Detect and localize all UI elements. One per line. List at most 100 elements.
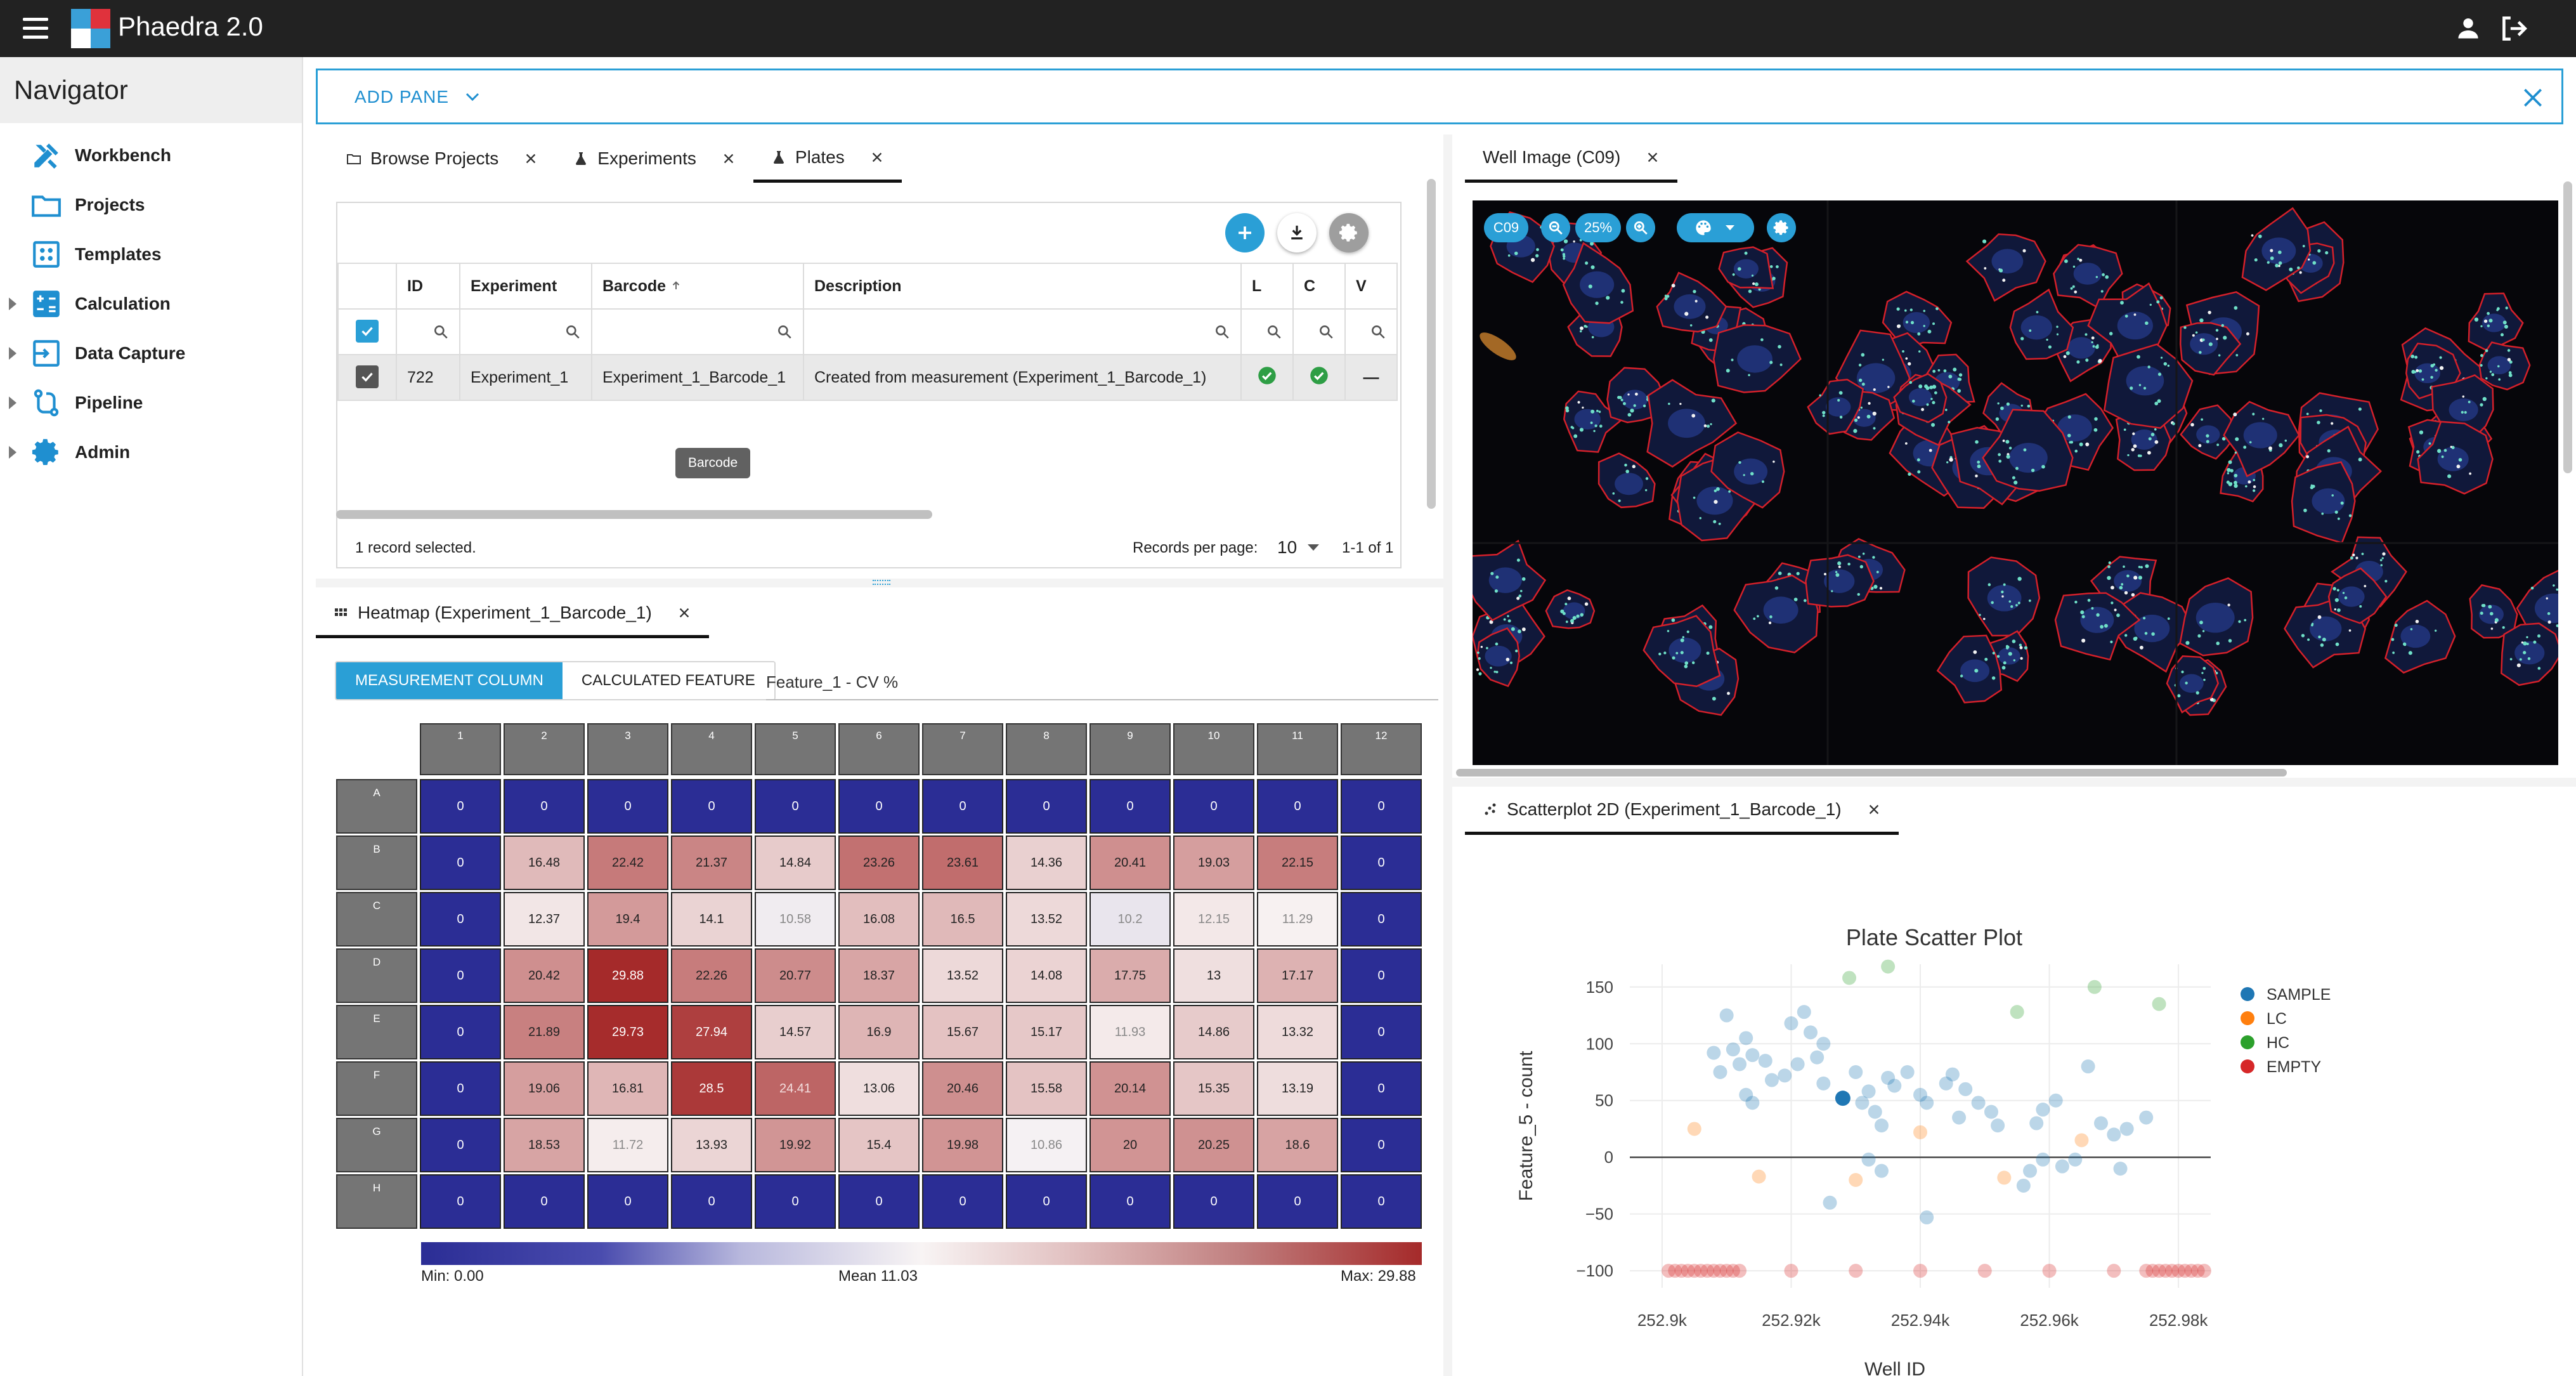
data-point[interactable] (1977, 1264, 1992, 1278)
plate-well[interactable]: 0 (838, 1174, 920, 1229)
plate-well[interactable]: 0 (420, 835, 501, 890)
data-point[interactable] (1861, 1084, 1876, 1099)
plate-column-header[interactable]: 12 (1341, 723, 1422, 775)
tab-browse-projects[interactable]: Browse Projects (329, 134, 556, 183)
filter-v[interactable] (1344, 308, 1398, 355)
filter-description[interactable] (803, 308, 1242, 355)
data-point[interactable] (1693, 1264, 1708, 1278)
plate-column-header[interactable]: 3 (587, 723, 668, 775)
plate-row-header[interactable]: C (336, 892, 417, 947)
plate-well[interactable]: 0 (671, 779, 752, 834)
plate-well[interactable]: 21.37 (671, 835, 752, 890)
data-point[interactable] (1849, 1264, 1863, 1278)
data-point[interactable] (2184, 1264, 2199, 1278)
plate-well[interactable]: 0 (420, 779, 501, 834)
plate-row-header[interactable]: G (336, 1118, 417, 1172)
data-point[interactable] (2016, 1178, 2031, 1193)
plate-well[interactable]: 0 (1257, 1174, 1338, 1229)
data-point[interactable] (2145, 1264, 2160, 1278)
data-point[interactable] (1952, 1110, 1967, 1125)
data-point[interactable] (1719, 1008, 1734, 1023)
plate-well[interactable]: 0 (587, 779, 668, 834)
plate-well[interactable]: 0 (504, 779, 585, 834)
plate-well[interactable]: 0 (1257, 779, 1338, 834)
data-point[interactable] (1913, 1087, 1927, 1102)
plate-well[interactable]: 10.2 (1090, 892, 1171, 947)
pane-splitter[interactable] (316, 579, 1443, 587)
plate-well[interactable]: 24.41 (755, 1061, 836, 1116)
data-point[interactable] (2048, 1093, 2063, 1108)
data-point[interactable] (1700, 1264, 1715, 1278)
data-point[interactable] (1803, 1025, 1818, 1040)
plate-well[interactable]: 15.4 (838, 1118, 920, 1172)
data-point[interactable] (1687, 1264, 1701, 1278)
close-icon[interactable] (2521, 86, 2545, 110)
tab-well-image[interactable]: Well Image (C09) (1465, 134, 1678, 183)
data-point[interactable] (1752, 1169, 1766, 1184)
plate-well[interactable]: 0 (420, 892, 501, 947)
data-point[interactable] (1991, 1118, 2005, 1133)
plate-well[interactable]: 20.46 (922, 1061, 1003, 1116)
plates-horizontal-scrollbar[interactable] (336, 510, 932, 519)
plate-well[interactable]: 14.36 (1006, 835, 1087, 890)
plate-well[interactable]: 13.52 (1006, 892, 1087, 947)
data-point[interactable] (1681, 1264, 1695, 1278)
data-point[interactable] (1810, 1050, 1825, 1065)
download-button[interactable] (1277, 213, 1317, 252)
data-point[interactable] (2055, 1159, 2069, 1174)
column-header-barcode[interactable]: Barcode (591, 263, 804, 310)
scatter-chart[interactable]: 252.9k 252.92k 252.94k 252.96k 252.98k 150 100… (1452, 844, 2576, 1376)
plate-well[interactable]: 0 (1341, 892, 1422, 947)
plate-well[interactable]: 0 (1341, 1174, 1422, 1229)
grid-settings-button[interactable] (1329, 213, 1369, 252)
data-point[interactable] (2190, 1264, 2205, 1278)
plate-well[interactable]: 19.92 (755, 1118, 836, 1172)
plate-row-header[interactable]: E (336, 1005, 417, 1059)
plate-well[interactable]: 16.9 (838, 1005, 920, 1059)
nav-item-data-capture[interactable]: Data Capture (0, 329, 302, 378)
data-point[interactable] (1913, 1264, 1927, 1278)
tab-heatmap[interactable]: Heatmap (Experiment_1_Barcode_1) (316, 590, 709, 638)
plate-well[interactable]: 14.1 (671, 892, 752, 947)
data-point[interactable] (2152, 1264, 2166, 1278)
data-point[interactable] (1913, 1125, 1927, 1139)
data-point[interactable] (2107, 1127, 2121, 1142)
plate-well[interactable]: 18.53 (504, 1118, 585, 1172)
data-point[interactable] (1713, 1264, 1727, 1278)
plate-well[interactable]: 16.08 (838, 892, 920, 947)
plate-well[interactable]: 22.15 (1257, 835, 1338, 890)
plate-well[interactable]: 14.86 (1173, 1005, 1254, 1059)
plate-column-header[interactable]: 4 (671, 723, 752, 775)
plate-well[interactable]: 0 (671, 1174, 752, 1229)
plate-well[interactable]: 0 (1341, 1118, 1422, 1172)
plate-well[interactable]: 16.81 (587, 1061, 668, 1116)
plate-well[interactable]: 0 (1173, 779, 1254, 834)
legend-entry[interactable]: SAMPLE (2267, 986, 2331, 1004)
user-icon[interactable] (2454, 14, 2482, 42)
data-point[interactable] (2036, 1152, 2050, 1167)
data-point[interactable] (1874, 1163, 1889, 1178)
plate-well[interactable]: 20.42 (504, 948, 585, 1003)
plate-row-header[interactable]: B (336, 835, 417, 890)
column-header-v[interactable]: V (1344, 263, 1398, 310)
plate-well[interactable]: 17.17 (1257, 948, 1338, 1003)
pane-splitter[interactable] (1452, 778, 2576, 787)
nav-item-templates[interactable]: Templates (0, 230, 302, 279)
plate-column-header[interactable]: 6 (838, 723, 920, 775)
records-per-page-select[interactable]: 10 (1277, 537, 1298, 557)
plate-well[interactable]: 0 (420, 1174, 501, 1229)
nav-item-admin[interactable]: Admin (0, 428, 302, 477)
data-point[interactable] (2042, 1264, 2057, 1278)
menu-icon[interactable] (23, 18, 48, 39)
data-point[interactable] (2081, 1059, 2095, 1074)
plate-well[interactable]: 0 (1341, 1061, 1422, 1116)
column-header-experiment[interactable]: Experiment (459, 263, 592, 310)
data-point[interactable] (2074, 1133, 2089, 1148)
plate-well[interactable]: 0 (1090, 1174, 1171, 1229)
plate-well[interactable]: 12.15 (1173, 892, 1254, 947)
plate-well[interactable]: 20.25 (1173, 1118, 1254, 1172)
expand-arrow-icon[interactable] (9, 396, 16, 409)
data-point[interactable] (2152, 997, 2166, 1011)
plate-well[interactable]: 15.17 (1006, 1005, 1087, 1059)
data-point[interactable] (2178, 1264, 2192, 1278)
